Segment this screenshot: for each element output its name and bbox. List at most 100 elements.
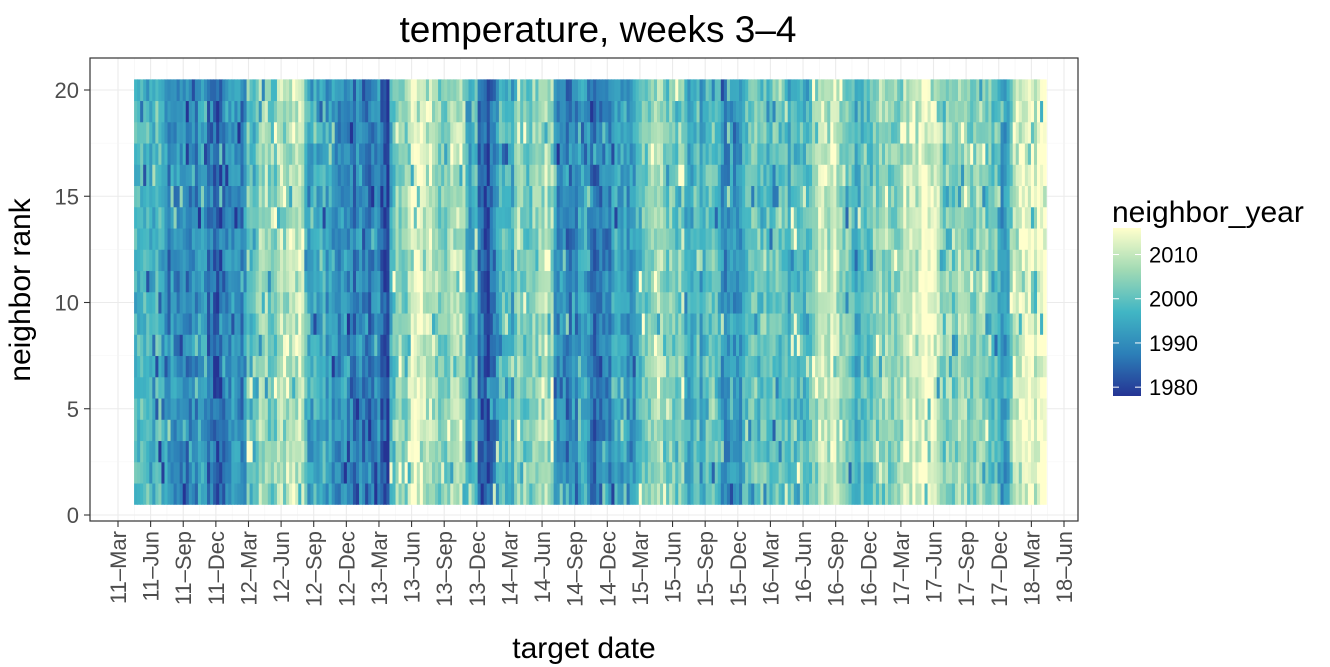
heatmap-cell [805, 206, 810, 229]
heatmap-cell [520, 228, 524, 250]
heatmap-cell [365, 355, 369, 378]
heatmap-cell [605, 143, 609, 165]
heatmap-cell [179, 461, 184, 484]
heatmap-cell [605, 376, 609, 399]
heatmap-cell [848, 355, 853, 378]
heatmap-cell [772, 461, 777, 484]
heatmap-cell [441, 185, 445, 208]
heatmap-cell [134, 440, 138, 463]
heatmap-cell [708, 376, 713, 399]
heatmap-cell [684, 206, 688, 229]
heatmap-cell [304, 270, 308, 293]
heatmap-cell [842, 419, 847, 442]
heatmap-cell [641, 270, 646, 293]
heatmap-cell [328, 355, 333, 378]
heatmap-cell [763, 355, 768, 378]
heatmap-cell [772, 398, 777, 420]
heatmap-cell [656, 313, 661, 335]
heatmap-cell [474, 228, 479, 250]
heatmap-cell [687, 313, 692, 335]
heatmap-cell [219, 291, 223, 314]
heatmap-cell [514, 143, 518, 165]
heatmap-cell [641, 291, 646, 314]
heatmap-cell [863, 461, 868, 484]
heatmap-cell [301, 440, 305, 463]
heatmap-cell [495, 483, 500, 505]
heatmap-cell [617, 313, 622, 335]
heatmap-cell [258, 355, 263, 378]
heatmap-cell [556, 291, 561, 314]
heatmap-cell [438, 143, 442, 165]
heatmap-cell [200, 185, 205, 208]
heatmap-cell [465, 440, 470, 463]
heatmap-cell [280, 79, 284, 102]
heatmap-cell [322, 270, 327, 293]
heatmap-cell [577, 249, 582, 272]
heatmap-cell [167, 398, 172, 420]
heatmap-cell [191, 334, 196, 357]
heatmap-cell [550, 376, 555, 399]
heatmap-cell [213, 334, 217, 357]
heatmap-cell [824, 440, 828, 463]
heatmap-cell [410, 313, 415, 335]
heatmap-cell [453, 398, 457, 420]
heatmap-cell [185, 121, 190, 144]
heatmap-cell [687, 334, 692, 357]
heatmap-cell [717, 185, 722, 208]
heatmap-cell [693, 483, 698, 505]
heatmap-cell [550, 419, 555, 442]
heatmap-cell [246, 164, 251, 187]
heatmap-cell [462, 121, 467, 144]
heatmap-cell [307, 270, 311, 293]
heatmap-cell [736, 291, 740, 314]
heatmap-cell [377, 355, 381, 378]
heatmap-cell [283, 461, 287, 484]
heatmap-cell [605, 398, 609, 420]
heatmap-cell [641, 419, 646, 442]
heatmap-cell [799, 206, 804, 229]
heatmap-cell [140, 79, 144, 102]
heatmap-cell [711, 100, 716, 123]
heatmap-cell [733, 376, 737, 399]
heatmap-cell [359, 206, 363, 229]
heatmap-cell [684, 291, 688, 314]
heatmap-cell [407, 270, 412, 293]
heatmap-cell [763, 121, 768, 144]
heatmap-cell [504, 185, 509, 208]
heatmap-cell [857, 121, 862, 144]
heatmap-cell [249, 483, 254, 505]
heatmap-cell [596, 461, 600, 484]
heatmap-cell [845, 185, 850, 208]
heatmap-cell [413, 440, 418, 463]
heatmap-cell [386, 206, 391, 229]
heatmap-cell [249, 398, 254, 420]
heatmap-cell [538, 121, 543, 144]
heatmap-cell [699, 461, 704, 484]
heatmap-cell [425, 376, 430, 399]
heatmap-cell [699, 270, 704, 293]
heatmap-cell [705, 313, 710, 335]
heatmap-cell [343, 461, 348, 484]
heatmap-cell [556, 376, 561, 399]
heatmap-cell [428, 334, 433, 357]
heatmap-cell [508, 143, 512, 165]
heatmap-cell [641, 334, 646, 357]
heatmap-cell [283, 270, 287, 293]
heatmap-cell [185, 79, 190, 102]
heatmap-cell [258, 398, 263, 420]
heatmap-cell [529, 483, 533, 505]
heatmap-cell [304, 440, 308, 463]
heatmap-cell [158, 483, 163, 505]
heatmap-cell [669, 185, 673, 208]
heatmap-cell [805, 355, 810, 378]
heatmap-cell [878, 355, 883, 378]
heatmap-cell [346, 185, 351, 208]
heatmap-cell [137, 79, 141, 102]
heatmap-cell [708, 143, 713, 165]
heatmap-cell [322, 440, 327, 463]
heatmap-cell [626, 121, 631, 144]
heatmap-cell [292, 249, 296, 272]
heatmap-cell [158, 121, 163, 144]
heatmap-cell [432, 185, 436, 208]
heatmap-cell [313, 461, 318, 484]
